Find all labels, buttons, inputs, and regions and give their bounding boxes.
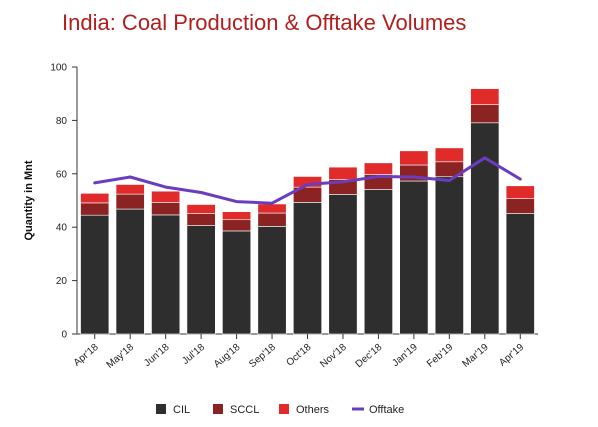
bar-others xyxy=(186,204,216,214)
x-tick-label: Aug'18 xyxy=(212,342,243,371)
bar-cil xyxy=(434,176,464,335)
bar-others xyxy=(328,166,358,180)
bar-sccl xyxy=(186,213,216,226)
bar-sccl xyxy=(151,202,181,216)
x-tick-label: Jul'18 xyxy=(180,342,207,367)
bar-cil xyxy=(399,180,429,335)
x-tick-label: Jan'19 xyxy=(390,342,420,369)
y-tick-label: 60 xyxy=(56,169,68,180)
bar-cil xyxy=(186,225,216,335)
legend-label-cil: CIL xyxy=(173,404,190,416)
legend-swatch-sccl xyxy=(213,404,223,414)
y-tick-label: 0 xyxy=(61,330,67,341)
bar-cil xyxy=(115,208,145,335)
y-tick-label: 20 xyxy=(56,276,68,287)
bar-others xyxy=(363,162,393,175)
bar-others xyxy=(80,192,110,204)
bar-others xyxy=(399,150,429,166)
legend-label-others: Others xyxy=(296,404,330,416)
bar-sccl xyxy=(80,202,110,216)
y-tick-label: 80 xyxy=(56,116,68,127)
x-tick-label: Apr'19 xyxy=(497,342,526,369)
legend-label-offtake: Offtake xyxy=(369,404,404,416)
bar-others xyxy=(151,190,181,203)
x-tick-label: Feb'19 xyxy=(425,342,456,370)
bar-cil xyxy=(505,213,535,335)
bar-sccl xyxy=(505,198,535,214)
y-tick-label: 40 xyxy=(56,223,68,234)
bar-cil xyxy=(222,230,252,335)
bar-others xyxy=(222,211,252,221)
x-tick-label: Nov'18 xyxy=(318,342,349,371)
x-tick-label: Oct'18 xyxy=(284,342,313,369)
bar-sccl xyxy=(222,219,252,232)
bar-others xyxy=(257,203,287,214)
chart-title: India: Coal Production & Offtake Volumes xyxy=(62,10,467,35)
bar-cil xyxy=(328,194,358,335)
bar-cil xyxy=(470,122,500,335)
x-tick-label: Jun'18 xyxy=(142,342,172,369)
x-tick-label: May'18 xyxy=(105,342,137,371)
legend-swatch-others xyxy=(279,404,289,414)
x-tick-label: Mar'19 xyxy=(460,342,491,370)
legend-swatch-cil xyxy=(156,404,166,414)
bar-others xyxy=(505,185,535,199)
bar-cil xyxy=(80,214,110,335)
bar-others xyxy=(115,184,145,195)
x-tick-label: Apr'18 xyxy=(72,342,101,369)
bar-cil xyxy=(363,189,393,335)
bar-others xyxy=(434,147,464,163)
y-tick-label: 100 xyxy=(50,63,67,74)
y-axis-title: Quantity in Mnt xyxy=(23,160,35,240)
bar-cil xyxy=(151,214,181,335)
bar-sccl xyxy=(470,104,500,124)
legend-label-sccl: SCCL xyxy=(230,404,259,416)
bar-sccl xyxy=(115,193,145,210)
bar-others xyxy=(470,88,500,105)
bar-cil xyxy=(293,202,322,335)
bar-sccl xyxy=(257,212,287,227)
bar-cil xyxy=(257,226,287,335)
bar-others xyxy=(293,176,322,188)
x-tick-label: Sep'18 xyxy=(247,342,278,371)
x-tick-label: Dec'18 xyxy=(354,342,385,371)
line-offtake xyxy=(93,156,522,205)
